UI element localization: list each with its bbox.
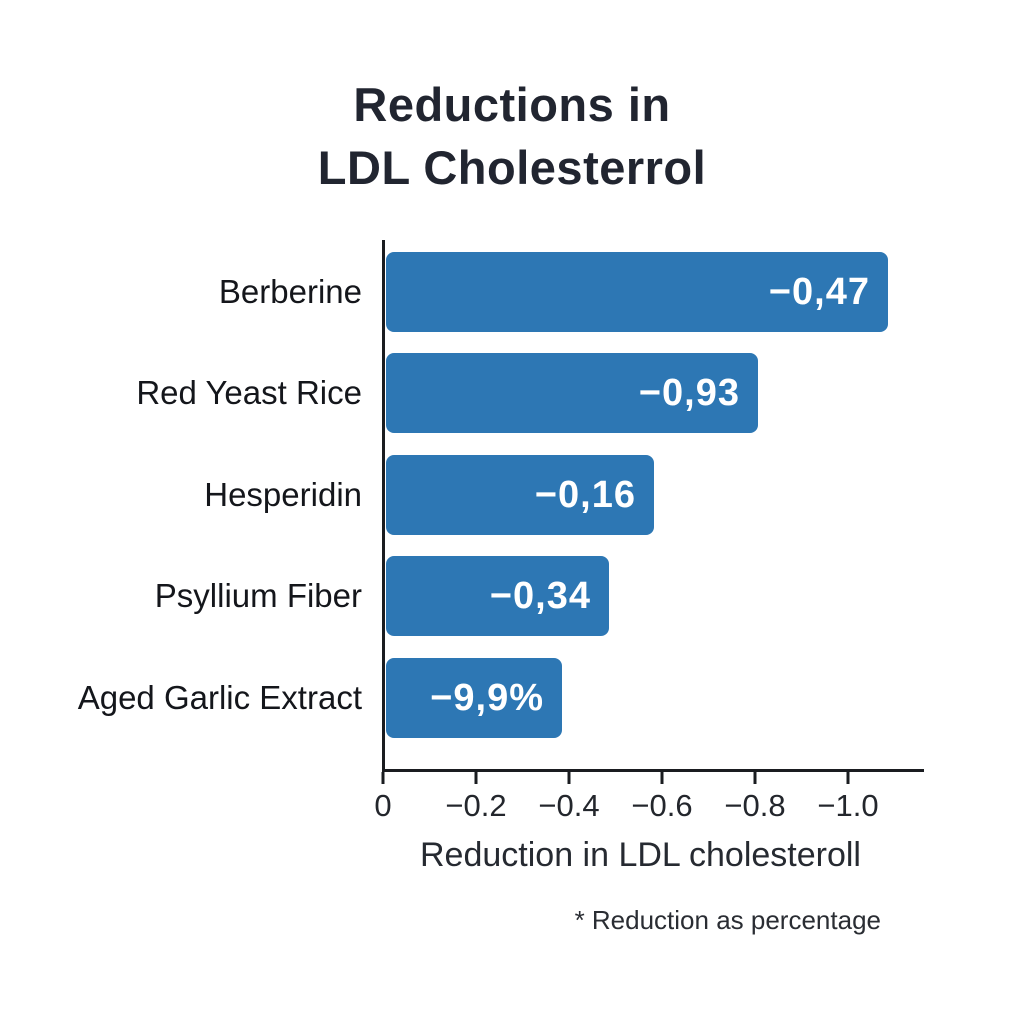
bar-value-label: −0,16 [534, 473, 636, 516]
category-label: Aged Garlic Extract [77, 679, 362, 716]
bar-aged-garlic-extract: −9,9% [386, 658, 562, 738]
bar-red-yeast-rice: −0,93 [386, 353, 758, 433]
x-axis-tick-label: −0.2 [445, 788, 507, 823]
x-axis-tick [660, 772, 664, 784]
bar-psyllium-fiber: −0,34 [386, 556, 609, 636]
x-axis-line [382, 769, 924, 772]
category-label: Hesperidin [204, 476, 362, 513]
bar-value-label: −0,47 [768, 270, 870, 313]
x-axis-tick-label: −1.0 [817, 788, 879, 823]
bar-row: Psyllium Fiber −0,34 [155, 556, 609, 636]
bar-row: Aged Garlic Extract −9,9% [78, 658, 562, 738]
x-axis-tick [753, 772, 757, 784]
x-axis-tick [474, 772, 478, 784]
bar-row: Red Yeast Rice −0,93 [136, 353, 758, 433]
bar-row: Hesperidin −0,16 [204, 455, 654, 535]
footnote: * Reduction as percentage [574, 905, 881, 935]
x-axis-tick [567, 772, 571, 784]
bar-row: Berberine −0,47 [219, 252, 888, 332]
x-axis-ticks: 0 −0.2 −0.4 −0.6 −0.8 −1.0 [374, 772, 924, 832]
category-label: Psyllium Fiber [154, 577, 362, 614]
bar-value-label: −9,9% [430, 676, 544, 719]
x-axis-tick [381, 772, 385, 784]
x-axis-label: Reduction in LDL cholesteroll [420, 836, 861, 874]
x-axis-tick-label: −0.8 [724, 788, 786, 823]
x-axis-tick [846, 772, 850, 784]
x-axis-tick-label: −0.6 [631, 788, 693, 823]
y-axis-line [382, 240, 385, 772]
chart-title-line2: LDL Cholesterrol [317, 140, 707, 194]
category-label: Berberine [218, 273, 362, 310]
bar-hesperidin: −0,16 [386, 455, 654, 535]
plot-area: Berberine −0,47 Red Yeast Rice −0,93 Hes… [78, 240, 924, 772]
x-axis-tick-label: 0 [374, 788, 392, 823]
chart-title: Reductions in LDL Cholesterrol [0, 74, 1024, 199]
chart-title-line1: Reductions in [353, 78, 671, 131]
bar-berberine: −0,47 [386, 252, 888, 332]
bar-value-label: −0,93 [638, 371, 740, 414]
bar-value-label: −0,34 [489, 574, 591, 617]
x-axis-tick-label: −0.4 [538, 788, 600, 823]
category-label: Red Yeast Rice [136, 374, 362, 411]
